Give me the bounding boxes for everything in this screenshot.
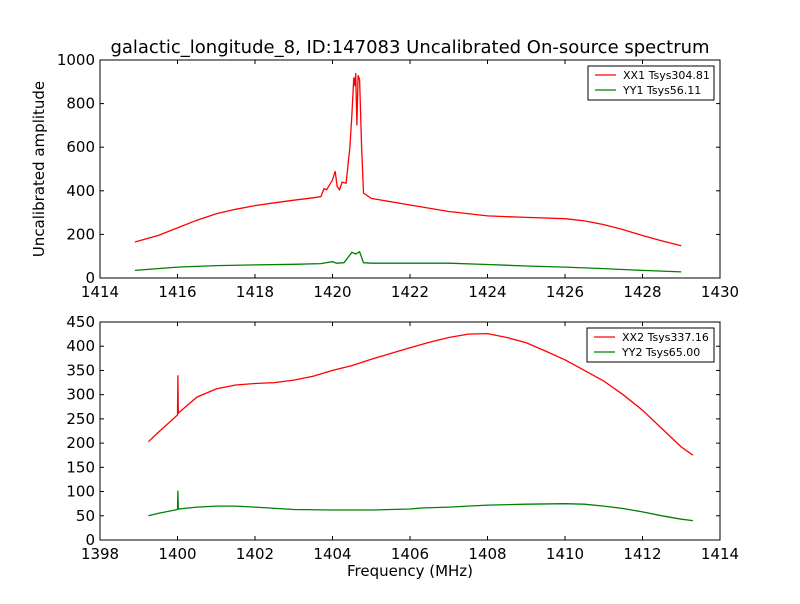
y-tick-label: 450: [66, 313, 95, 331]
y-tick-label: 50: [76, 507, 95, 525]
x-tick-label: 1414: [81, 283, 119, 301]
y-tick-label: 350: [66, 361, 95, 379]
legend-label: YY2 Tsys65.00: [621, 346, 700, 359]
y-tick-label: 200: [66, 434, 95, 452]
x-tick-label: 1404: [313, 545, 351, 563]
x-tick-label: 1426: [546, 283, 584, 301]
x-tick-label: 1400: [158, 545, 196, 563]
x-tick-label: 1428: [623, 283, 661, 301]
y-tick-label: 300: [66, 386, 95, 404]
chart-title: galactic_longitude_8, ID:147083 Uncalibr…: [110, 37, 709, 58]
y-tick-label: 400: [66, 182, 95, 200]
legend-frame: [586, 327, 715, 363]
series-line-yy1: [134, 250, 682, 273]
y-tick-label: 800: [66, 95, 95, 113]
y-tick-label: 100: [66, 483, 95, 501]
x-tick-label: 1412: [623, 545, 661, 563]
legend: XX2 Tsys337.16 YY2 Tsys65.00: [586, 327, 715, 363]
legend-label: YY1 Tsys56.11: [622, 84, 701, 97]
x-tick-label: 1418: [236, 283, 274, 301]
y-axis-label: Uncalibrated amplitude: [30, 81, 48, 257]
x-tick-label: 1430: [701, 283, 739, 301]
legend-label: XX2 Tsys337.16: [622, 331, 709, 344]
x-tick-label: 1402: [236, 545, 274, 563]
subplot-1: 1414 1416 1418 1420 1422 1424 1426 1428 1430 0 200…: [57, 51, 739, 301]
subplot-2: 1398 1400 1402 1404 1406 1408 1410 1412 1414 0 50 1…: [66, 313, 739, 563]
x-tick-label: 1420: [313, 283, 351, 301]
y-tick-label: 600: [66, 138, 95, 156]
x-tick-label: 1398: [81, 545, 119, 563]
x-axis-label: Frequency (MHz): [347, 562, 473, 580]
x-tick-label: 1424: [468, 283, 506, 301]
y-tick-label: 150: [66, 458, 95, 476]
x-tick-label: 1410: [546, 545, 584, 563]
legend: XX1 Tsys304.81 YY1 Tsys56.11: [587, 65, 715, 101]
series-line-yy2: [148, 490, 693, 522]
y-tick-label: 1000: [57, 51, 95, 69]
series-line-xx1: [134, 73, 682, 247]
y-tick-label: 200: [66, 225, 95, 243]
y-tick-label: 400: [66, 337, 95, 355]
y-tick-label: 250: [66, 410, 95, 428]
x-tick-label: 1414: [701, 545, 739, 563]
x-tick-label: 1408: [468, 545, 506, 563]
x-tick-label: 1416: [158, 283, 196, 301]
legend-frame: [587, 65, 715, 101]
y-tick-label: 0: [85, 531, 95, 549]
x-tick-label: 1422: [391, 283, 429, 301]
y-tick-label: 0: [85, 269, 95, 287]
x-tick-label: 1406: [391, 545, 429, 563]
series-line-xx2: [147, 332, 694, 456]
legend-label: XX1 Tsys304.81: [623, 69, 710, 82]
